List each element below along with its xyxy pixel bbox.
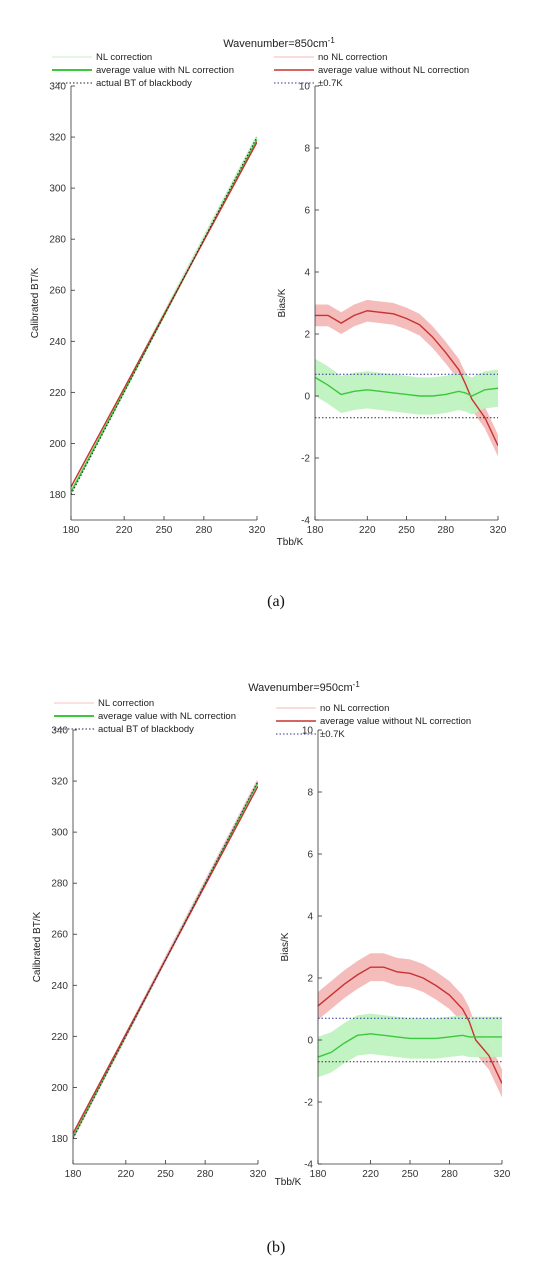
x-tick-label: 180	[65, 1169, 82, 1180]
series-line-0	[315, 310, 498, 446]
y-tick-label: 340	[51, 726, 68, 737]
panel-a-left-chart: 180 220 250 280 320 180 200 220 240 260 280 300 320 3…	[30, 52, 266, 536]
legend-label: no NL correction	[320, 703, 389, 714]
x-tick-label: 220	[359, 525, 376, 536]
y-tick-label: 300	[51, 828, 68, 839]
y-tick-label: 220	[51, 1032, 68, 1043]
series-line-3	[71, 136, 257, 495]
y-axis-label: Bias/K	[277, 288, 288, 317]
y-tick-label: 10	[299, 82, 311, 93]
y-tick-label: 6	[304, 206, 310, 217]
series-line-2	[71, 141, 257, 488]
series-line-1	[318, 1033, 502, 1058]
x-tick-label: 220	[362, 1169, 379, 1180]
legend-label: NL correction	[98, 698, 154, 709]
y-tick-label: 180	[49, 490, 66, 501]
x-tick-label: 250	[402, 1169, 419, 1180]
y-tick-label: 200	[49, 439, 66, 450]
y-axis-label: Calibrated BT/K	[32, 911, 43, 982]
y-axis-label: Calibrated BT/K	[30, 267, 41, 338]
series-line-1	[315, 376, 498, 397]
series-line-3	[73, 780, 258, 1139]
y-tick-label: 6	[307, 850, 313, 861]
panel-a-xlabel: Tbb/K	[277, 537, 304, 548]
panel-b: Wavenumber=950cm-1 180 220 250 280 320180200…	[32, 680, 511, 1188]
plot-area	[71, 136, 257, 495]
legend-label: actual BT of blackbody	[96, 78, 192, 89]
legend-label: average value with NL correction	[96, 65, 234, 76]
y-tick-label: 0	[304, 392, 310, 403]
panel-a-right-chart: 180 220 250 280 320 -4 -2 0 2 4 6 8 10 Bias/K no NL co…	[274, 52, 507, 536]
spread-band-0	[318, 953, 502, 1098]
y-tick-label: 320	[49, 133, 66, 144]
legend-label: ±0.7K	[320, 729, 345, 740]
legend-label: average value with NL correction	[98, 711, 236, 722]
x-tick-label: 320	[249, 525, 266, 536]
x-tick-label: 220	[118, 1169, 135, 1180]
y-tick-label: 200	[51, 1083, 68, 1094]
panel-a-title: Wavenumber=850cm-1	[223, 36, 335, 50]
y-tick-label: 300	[49, 184, 66, 195]
plot-area	[318, 953, 502, 1098]
y-tick-label: 260	[51, 930, 68, 941]
x-tick-label: 280	[197, 1169, 214, 1180]
panel-a: Wavenumber=850cm-1 180 220 250 280 320180200…	[30, 36, 507, 548]
x-tick-label: 250	[157, 1169, 174, 1180]
y-tick-label: -4	[304, 1160, 313, 1171]
x-tick-label: 280	[441, 1169, 458, 1180]
spread-band-1	[318, 1013, 502, 1078]
legend-label: average value without NL correction	[318, 65, 469, 76]
series-line-0	[318, 966, 502, 1084]
panel-b-left-chart: 180 220 250 280 320 180 200 220 240 260 280 300 320 3…	[32, 698, 267, 1180]
y-tick-label: 0	[307, 1036, 313, 1047]
panel-b-title: Wavenumber=950cm-1	[248, 680, 360, 694]
y-tick-label: 220	[49, 388, 66, 399]
caption-b: (b)	[267, 1239, 286, 1256]
x-tick-label: 250	[156, 525, 173, 536]
legend-label: actual BT of blackbody	[98, 724, 194, 735]
x-tick-label: 320	[494, 1169, 511, 1180]
panel-b-xlabel: Tbb/K	[275, 1177, 302, 1188]
y-tick-label: 8	[307, 788, 313, 799]
y-tick-label: -2	[301, 454, 310, 465]
y-tick-label: 10	[302, 726, 314, 737]
y-tick-label: 280	[51, 879, 68, 890]
legend-label: ±0.7K	[318, 78, 343, 89]
legend-label: average value without NL correction	[320, 716, 471, 727]
y-tick-label: 320	[51, 777, 68, 788]
x-tick-label: 180	[63, 525, 80, 536]
x-tick-label: 320	[250, 1169, 267, 1180]
y-tick-label: 240	[49, 337, 66, 348]
y-tick-label: -2	[304, 1098, 313, 1109]
y-tick-label: 280	[49, 235, 66, 246]
legend-label: no NL correction	[318, 52, 387, 63]
x-tick-label: 180	[310, 1169, 327, 1180]
x-tick-label: 180	[307, 525, 324, 536]
y-tick-label: 2	[304, 330, 310, 341]
y-tick-label: 180	[51, 1134, 68, 1145]
caption-a: (a)	[267, 593, 285, 610]
x-tick-label: 220	[116, 525, 133, 536]
x-tick-label: 280	[437, 525, 454, 536]
y-tick-label: 260	[49, 286, 66, 297]
legend-label: NL correction	[96, 52, 152, 63]
panel-b-right-chart: 180 220 250 280 320 -4 -2 0 2 4 6 8 10 Bias/K no NL co…	[276, 703, 511, 1180]
y-tick-label: 2	[307, 974, 313, 985]
y-tick-label: 8	[304, 144, 310, 155]
y-tick-label: 340	[49, 82, 66, 93]
plot-area	[73, 780, 258, 1139]
spread-band-1	[315, 358, 498, 415]
x-tick-label: 250	[398, 525, 415, 536]
y-tick-label: 4	[304, 268, 310, 279]
y-tick-label: 4	[307, 912, 313, 923]
plot-area	[315, 299, 498, 457]
y-axis-label: Bias/K	[280, 932, 291, 961]
x-tick-label: 320	[490, 525, 507, 536]
x-tick-label: 280	[196, 525, 213, 536]
y-tick-label: -4	[301, 516, 310, 527]
y-tick-label: 240	[51, 981, 68, 992]
series-line-2	[73, 785, 258, 1134]
